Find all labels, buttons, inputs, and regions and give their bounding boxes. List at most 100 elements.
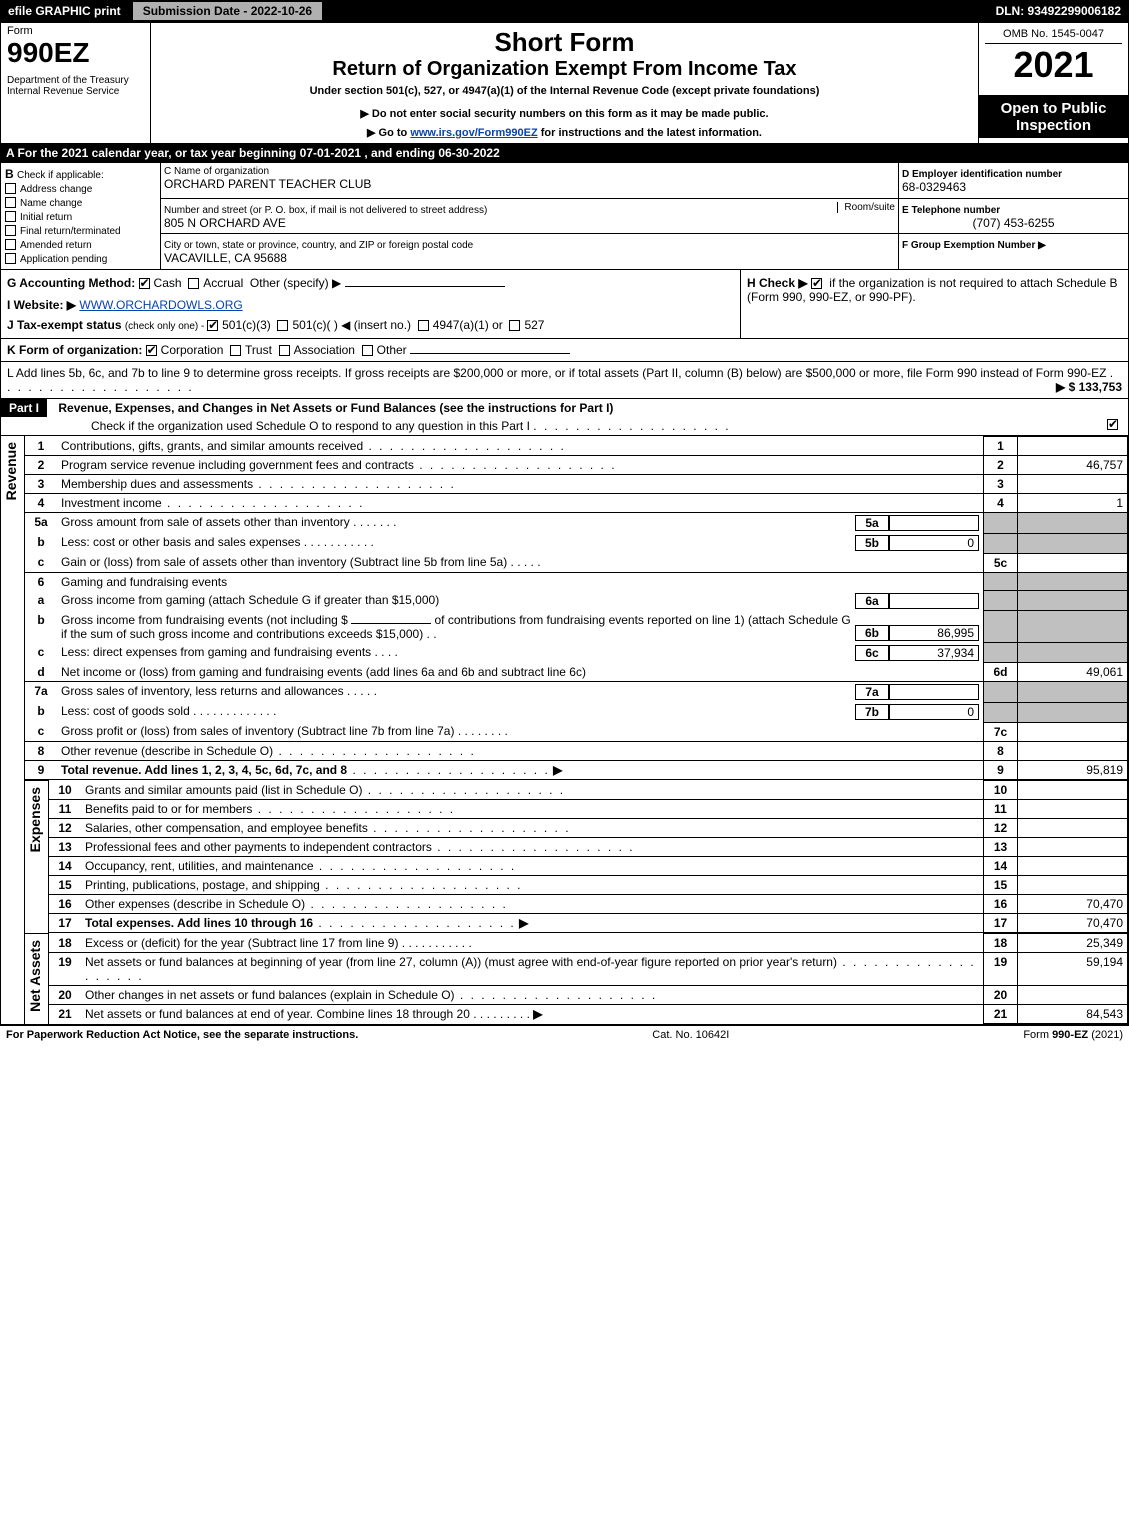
street-label: Number and street (or P. O. box, if mail… bbox=[164, 205, 487, 216]
line12-text: Salaries, other compensation, and employ… bbox=[85, 821, 368, 835]
line19-text: Net assets or fund balances at beginning… bbox=[85, 955, 837, 969]
line6b-no: b bbox=[25, 611, 57, 643]
k-label: K Form of organization: bbox=[7, 343, 142, 357]
line13-amt bbox=[1018, 838, 1128, 857]
i-label: I Website: ▶ bbox=[7, 298, 76, 312]
chk-501c3[interactable] bbox=[207, 320, 218, 331]
chk-schedule-o-used[interactable] bbox=[1107, 419, 1118, 430]
form-word: Form bbox=[7, 25, 144, 37]
opt-association: Association bbox=[294, 343, 355, 357]
line8-box: 8 bbox=[984, 741, 1018, 760]
chk-corporation[interactable] bbox=[146, 345, 157, 356]
line8-amt bbox=[1018, 741, 1128, 760]
line10-amt bbox=[1018, 781, 1128, 800]
chk-association[interactable] bbox=[279, 345, 290, 356]
phone-value: (707) 453-6255 bbox=[902, 216, 1125, 230]
line7b-amtshade bbox=[1018, 702, 1128, 722]
submission-date: Submission Date - 2022-10-26 bbox=[133, 2, 322, 20]
website-link[interactable]: WWW.ORCHARDOWLS.ORG bbox=[79, 298, 242, 312]
footer-right: Form 990-EZ (2021) bbox=[1023, 1029, 1123, 1041]
line18-box: 18 bbox=[984, 934, 1018, 953]
line18-amt: 25,349 bbox=[1018, 934, 1128, 953]
chk-cash[interactable] bbox=[139, 278, 150, 289]
line21-no: 21 bbox=[49, 1005, 81, 1024]
line9-arrow: ▶ bbox=[553, 763, 562, 777]
line6c-amtshade bbox=[1018, 643, 1128, 663]
opt-accrual: Accrual bbox=[203, 276, 243, 290]
line4-box: 4 bbox=[984, 494, 1018, 513]
line21-box: 21 bbox=[984, 1005, 1018, 1024]
j-label: J Tax-exempt status bbox=[7, 318, 122, 332]
chk-application-pending[interactable] bbox=[5, 253, 16, 264]
line12-no: 12 bbox=[49, 819, 81, 838]
goto-pre: ▶ Go to bbox=[367, 127, 410, 139]
line7a-amtshade bbox=[1018, 682, 1128, 703]
line21-arrow: ▶ bbox=[533, 1007, 542, 1021]
chk-527[interactable] bbox=[509, 320, 520, 331]
chk-final-return[interactable] bbox=[5, 225, 16, 236]
d-label: D Employer identification number bbox=[902, 169, 1062, 180]
line7c-no: c bbox=[25, 722, 57, 741]
opt-trust: Trust bbox=[245, 343, 272, 357]
opt-cash: Cash bbox=[154, 276, 182, 290]
chk-accrual[interactable] bbox=[188, 278, 199, 289]
revenue-side-label: Revenue bbox=[1, 436, 21, 506]
h-label: H Check ▶ bbox=[747, 276, 808, 290]
line1-amt bbox=[1018, 437, 1128, 456]
chk-name-change[interactable] bbox=[5, 197, 16, 208]
line1-text: Contributions, gifts, grants, and simila… bbox=[61, 439, 363, 453]
line6a-text: Gross income from gaming (attach Schedul… bbox=[61, 593, 855, 609]
line6a-boxshade bbox=[984, 591, 1018, 611]
section-d: D Employer identification number 68-0329… bbox=[899, 163, 1129, 199]
l-text: L Add lines 5b, 6c, and 7b to line 9 to … bbox=[7, 366, 1106, 380]
opt-other-org: Other bbox=[377, 343, 407, 357]
section-a-period: A For the 2021 calendar year, or tax yea… bbox=[0, 144, 1129, 162]
line7c-box: 7c bbox=[984, 722, 1018, 741]
chk-other-org[interactable] bbox=[362, 345, 373, 356]
open-public-badge: Open to Public Inspection bbox=[979, 96, 1128, 138]
chk-address-change[interactable] bbox=[5, 183, 16, 194]
irs-label: Internal Revenue Service bbox=[7, 86, 144, 97]
line10-no: 10 bbox=[49, 781, 81, 800]
line7a-boxshade bbox=[984, 682, 1018, 703]
line7c-amt bbox=[1018, 722, 1128, 741]
chk-initial-return[interactable] bbox=[5, 211, 16, 222]
line5a-text: Gross amount from sale of assets other t… bbox=[61, 515, 350, 529]
part1-check-text: Check if the organization used Schedule … bbox=[91, 419, 530, 433]
line5c-no: c bbox=[25, 553, 57, 572]
line6-no: 6 bbox=[25, 572, 57, 591]
line7c-text: Gross profit or (loss) from sales of inv… bbox=[61, 724, 454, 738]
chk-trust[interactable] bbox=[230, 345, 241, 356]
footer-left: For Paperwork Reduction Act Notice, see … bbox=[6, 1029, 358, 1041]
line5c-amt bbox=[1018, 553, 1128, 572]
line6c-text: Less: direct expenses from gaming and fu… bbox=[61, 645, 371, 659]
line16-text: Other expenses (describe in Schedule O) bbox=[85, 897, 305, 911]
city-label: City or town, state or province, country… bbox=[164, 240, 473, 251]
irs-link[interactable]: www.irs.gov/Form990EZ bbox=[410, 127, 537, 139]
b-letter: B bbox=[5, 167, 14, 181]
line5b-amtshade bbox=[1018, 533, 1128, 553]
chk-501c[interactable] bbox=[277, 320, 288, 331]
line6d-text: Net income or (loss) from gaming and fun… bbox=[61, 665, 586, 679]
line3-amt bbox=[1018, 475, 1128, 494]
chk-4947[interactable] bbox=[418, 320, 429, 331]
j-sub: (check only one) - bbox=[125, 321, 207, 332]
opt-initial-return: Initial return bbox=[20, 212, 72, 223]
line6b-subamt: 86,995 bbox=[889, 625, 979, 641]
line7a-subamt bbox=[889, 684, 979, 700]
form-number: 990EZ bbox=[7, 37, 144, 69]
chk-amended-return[interactable] bbox=[5, 239, 16, 250]
line11-text: Benefits paid to or for members bbox=[85, 802, 252, 816]
org-info-grid: B Check if applicable: Address change Na… bbox=[0, 162, 1129, 270]
line5b-subbox: 5b bbox=[855, 535, 889, 551]
ein-value: 68-0329463 bbox=[902, 180, 966, 194]
chk-schedule-b-not-required[interactable] bbox=[811, 278, 822, 289]
line8-text: Other revenue (describe in Schedule O) bbox=[61, 744, 273, 758]
opt-amended-return: Amended return bbox=[20, 240, 92, 251]
line19-amt: 59,194 bbox=[1018, 953, 1128, 986]
opt-final-return: Final return/terminated bbox=[20, 226, 121, 237]
line17-text: Total expenses. Add lines 10 through 16 bbox=[85, 916, 313, 930]
section-h: H Check ▶ if the organization is not req… bbox=[741, 270, 1129, 339]
org-name: ORCHARD PARENT TEACHER CLUB bbox=[164, 177, 895, 191]
expenses-side-label: Expenses bbox=[25, 781, 45, 858]
